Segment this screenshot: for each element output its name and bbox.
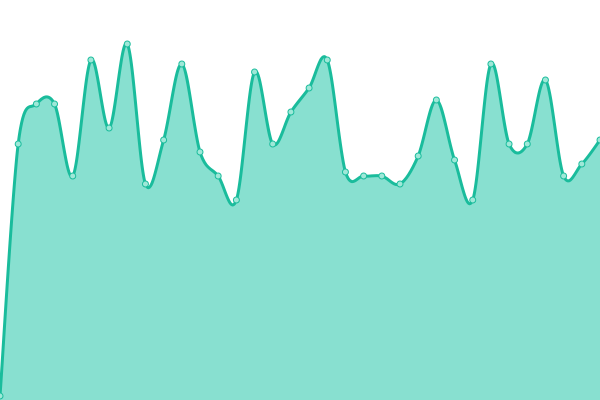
data-point: [0, 392, 4, 400]
data-point: [305, 84, 313, 92]
data-point: [178, 60, 186, 68]
data-point: [487, 60, 495, 68]
data-point: [451, 156, 459, 164]
data-point: [105, 124, 113, 132]
data-point: [323, 56, 331, 64]
area-fill: [0, 43, 600, 400]
data-point: [287, 108, 295, 116]
data-point: [396, 180, 404, 188]
data-point: [469, 196, 477, 204]
data-markers: [0, 40, 600, 400]
data-point: [414, 152, 422, 160]
data-point: [341, 168, 349, 176]
data-point: [269, 140, 277, 148]
data-point: [505, 140, 513, 148]
data-point: [360, 172, 368, 180]
data-point: [596, 136, 600, 144]
data-point: [251, 68, 259, 76]
data-point: [196, 148, 204, 156]
data-point: [123, 40, 131, 48]
data-point: [14, 140, 22, 148]
data-point: [87, 56, 95, 64]
data-point: [578, 160, 586, 168]
data-point: [523, 140, 531, 148]
data-point: [214, 172, 222, 180]
data-point: [51, 100, 59, 108]
data-point: [378, 172, 386, 180]
data-point: [160, 136, 168, 144]
data-point: [560, 172, 568, 180]
data-point: [141, 180, 149, 188]
data-point: [232, 196, 240, 204]
data-point: [32, 100, 40, 108]
data-point: [69, 172, 77, 180]
data-point: [432, 96, 440, 104]
data-point: [541, 76, 549, 84]
